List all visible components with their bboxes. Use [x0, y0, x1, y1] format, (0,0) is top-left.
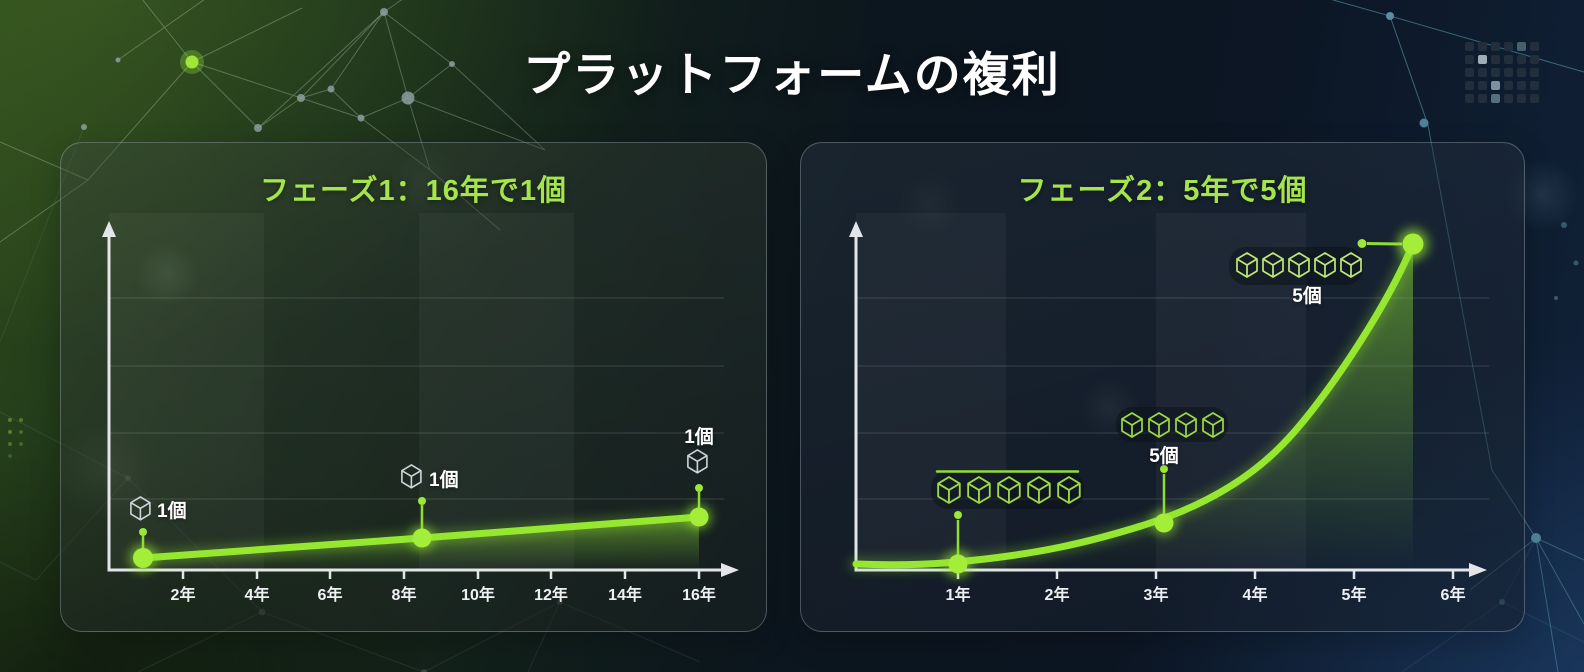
unit-count-label: 5個 [1292, 286, 1322, 307]
x-tick-label: 1年 [945, 587, 971, 604]
phase1-panel: フェーズ1：16年で1個 2年 4年 6年 8年 10年 12年 14年 16年… [60, 142, 767, 632]
stem-dots [954, 239, 1367, 519]
phase1-title: フェーズ1：16年で1個 [259, 175, 568, 207]
x-ticks [181, 570, 701, 579]
phase2-chart [848, 213, 1489, 579]
x-axis-arrow [1469, 563, 1487, 577]
phase2-panel: フェーズ2：5年で5個 1年 2年 3年 4年 5年 6年 5個 5個 [800, 142, 1525, 632]
x-tick-label: 14年 [608, 587, 642, 604]
x-tick-label: 4年 [1242, 587, 1268, 604]
y-axis-arrow [849, 221, 863, 237]
y-axis-arrow [102, 221, 116, 237]
x-tick-label: 3年 [1143, 587, 1169, 604]
x-tick-label: 6年 [1440, 587, 1466, 604]
gridlines [109, 297, 724, 500]
unit-count-label: 5個 [1149, 446, 1179, 467]
green-dot-grid-decoration [8, 418, 12, 422]
x-tick-label: 2年 [170, 587, 196, 604]
network-lines-top-left [0, 0, 546, 243]
unit-count-label: 1個 [429, 470, 459, 491]
x-tick-label: 8年 [391, 587, 417, 604]
glowing-green-node [180, 50, 204, 74]
data-points [944, 228, 1429, 578]
plot-bands [109, 213, 574, 570]
x-tick-label: 16年 [682, 587, 716, 604]
x-tick-label: 4年 [244, 587, 270, 604]
data-points [129, 504, 712, 572]
unit-count-label: 1個 [684, 427, 714, 448]
x-tick-label: 5年 [1341, 587, 1367, 604]
network-nodes-right [1386, 12, 1579, 605]
network-nodes-top-left [81, 8, 455, 132]
phase1-chart [102, 213, 739, 579]
axes [102, 221, 739, 579]
page-title: プラットフォームの複利 [523, 48, 1061, 101]
network-lines-bottom-left [0, 126, 701, 672]
network-nodes-bottom-left [125, 475, 563, 672]
area-fill [856, 244, 1413, 569]
unit-count-label: 1個 [157, 501, 187, 522]
stem-dots [139, 484, 703, 536]
pixel-grid-decoration [1465, 42, 1474, 51]
x-tick-label: 6年 [317, 587, 343, 604]
x-axis-arrow [721, 563, 739, 577]
x-tick-label: 12年 [534, 587, 568, 604]
x-tick-label: 2年 [1044, 587, 1070, 604]
x-tick-label: 10年 [461, 587, 495, 604]
phase2-title: フェーズ2：5年で5個 [1017, 175, 1308, 207]
